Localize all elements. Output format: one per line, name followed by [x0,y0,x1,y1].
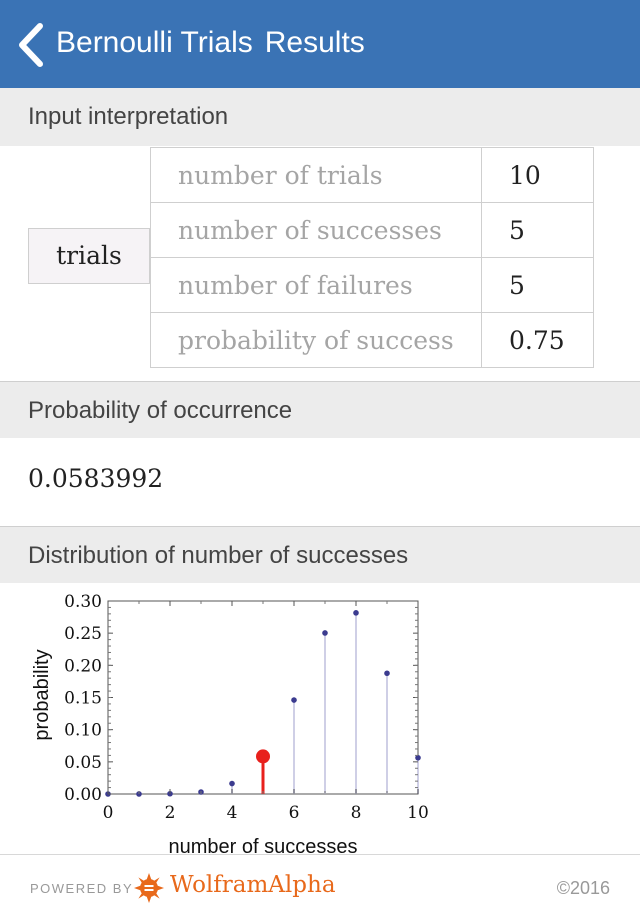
param-label: number of trials [150,147,482,203]
trials-label-box: trials [28,228,150,284]
powered-by-label: POWERED BY [30,881,134,896]
y-tick-label: 0.30 [64,592,102,612]
back-button[interactable] [12,22,52,68]
footer: POWERED BY WolframAlpha ©2016 [0,854,640,920]
table-row: number of failures 5 [150,257,594,313]
data-point [322,630,328,636]
data-point [415,754,421,761]
pod-header-input: Input interpretation [0,88,640,146]
x-tick-label: 2 [165,803,176,823]
title-part-1: Bernoulli Trials [56,26,253,59]
distribution-chart: 0.00 0.05 0.10 0.15 0.20 0.25 0.30 0 2 4 6 8 10 numb… [31,592,429,854]
x-axis-label: number of successes [169,836,358,854]
param-label: number of successes [150,202,482,258]
table-row: number of trials 10 [150,147,594,203]
page-title: Bernoulli Trials Results [56,23,365,63]
param-value: 5 [481,202,594,258]
chevron-left-icon [19,23,43,67]
wolframalpha-logo-icon [134,873,164,903]
app-header: Bernoulli Trials Results [0,0,640,88]
chart-stems [107,612,419,794]
input-parameters-table: number of trials 10 number of successes … [150,147,594,368]
data-point [384,670,390,677]
data-point [229,780,235,787]
copyright-text: ©2016 [556,878,610,898]
y-tick-label: 0.00 [64,785,102,805]
param-label: number of failures [150,257,482,313]
y-tick-label: 0.25 [64,624,102,644]
highlight-point [256,749,270,764]
y-tick-label: 0.15 [64,689,102,709]
x-tick-label: 4 [227,803,238,823]
y-tick-label: 0.20 [64,656,102,676]
pod-header-probability: Probability of occurrence [0,381,640,438]
table-row: number of successes 5 [150,202,594,258]
param-value: 10 [481,147,594,203]
data-point [353,610,359,616]
x-tick-label: 6 [289,803,300,823]
y-tick-label: 0.05 [64,753,102,773]
param-label: probability of success [150,312,482,368]
x-tick-label: 8 [351,803,362,823]
probability-value: 0.0583992 [28,464,164,493]
x-tick-label: 10 [407,803,429,823]
table-row: probability of success 0.75 [150,312,594,368]
x-tick-label: 0 [103,803,114,823]
data-point [291,697,297,703]
param-value: 5 [481,257,594,313]
chart-ticks: 0.00 0.05 0.10 0.15 0.20 0.25 0.30 0 2 4 6 8 10 [64,592,429,823]
wolframalpha-brand: WolframAlpha [170,872,336,898]
y-tick-label: 0.10 [64,721,102,741]
pod-header-distribution: Distribution of number of successes [0,526,640,583]
param-value: 0.75 [481,312,594,368]
y-axis-label: probability [31,649,53,740]
title-part-2: Results [264,26,365,59]
